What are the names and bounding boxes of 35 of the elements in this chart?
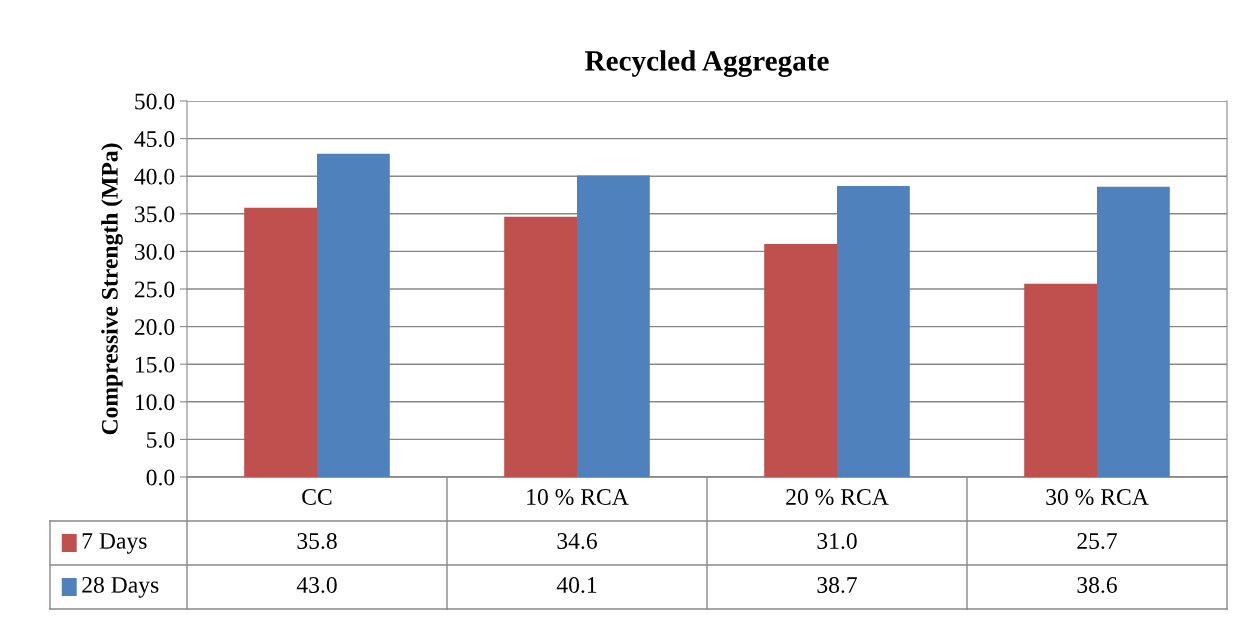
bar [1024,283,1097,477]
y-tick-label: 40.0 [134,168,175,185]
x-tick-label: 10 % RCA [527,488,629,505]
data-label: 38.6 [1077,576,1117,594]
y-tick-label: 45.0 [134,131,175,148]
data-label: 34.6 [557,533,597,550]
y-tick-label: 20.0 [134,319,175,336]
data-label: 38.7 [817,576,857,594]
bar [1097,186,1170,477]
data-label: 25.7 [1077,533,1117,550]
x-tick-label: 20 % RCA [786,488,889,505]
legend-label: 7 Days [82,533,147,554]
bar [317,153,390,477]
bar [504,216,577,477]
y-tick-label: 35.0 [135,206,175,223]
y-tick-label: 10.0 [135,394,175,411]
x-tick-label: CC [302,489,332,505]
bar [764,243,837,477]
chart-title: Recycled Aggregate [585,50,829,77]
data-label: 43.0 [296,576,337,594]
y-tick-label: 15.0 [135,356,175,373]
bar [837,185,910,477]
bar [577,175,650,477]
data-label: 31.0 [817,532,857,550]
y-tick-label: 50.0 [135,93,175,110]
legend-label: 28 Days [82,576,159,598]
y-tick-label: 0.0 [146,469,175,486]
x-tick-label: 30 % RCA [1046,488,1149,505]
y-tick-label: 30.0 [135,243,175,260]
bar [244,207,317,477]
data-label: 35.8 [297,532,337,550]
y-axis-title: Compressive Strength (MPa) [101,143,123,435]
y-tick-label: 5.0 [147,431,175,448]
y-tick-label: 25.0 [134,281,175,298]
data-label: 40.1 [556,576,597,594]
